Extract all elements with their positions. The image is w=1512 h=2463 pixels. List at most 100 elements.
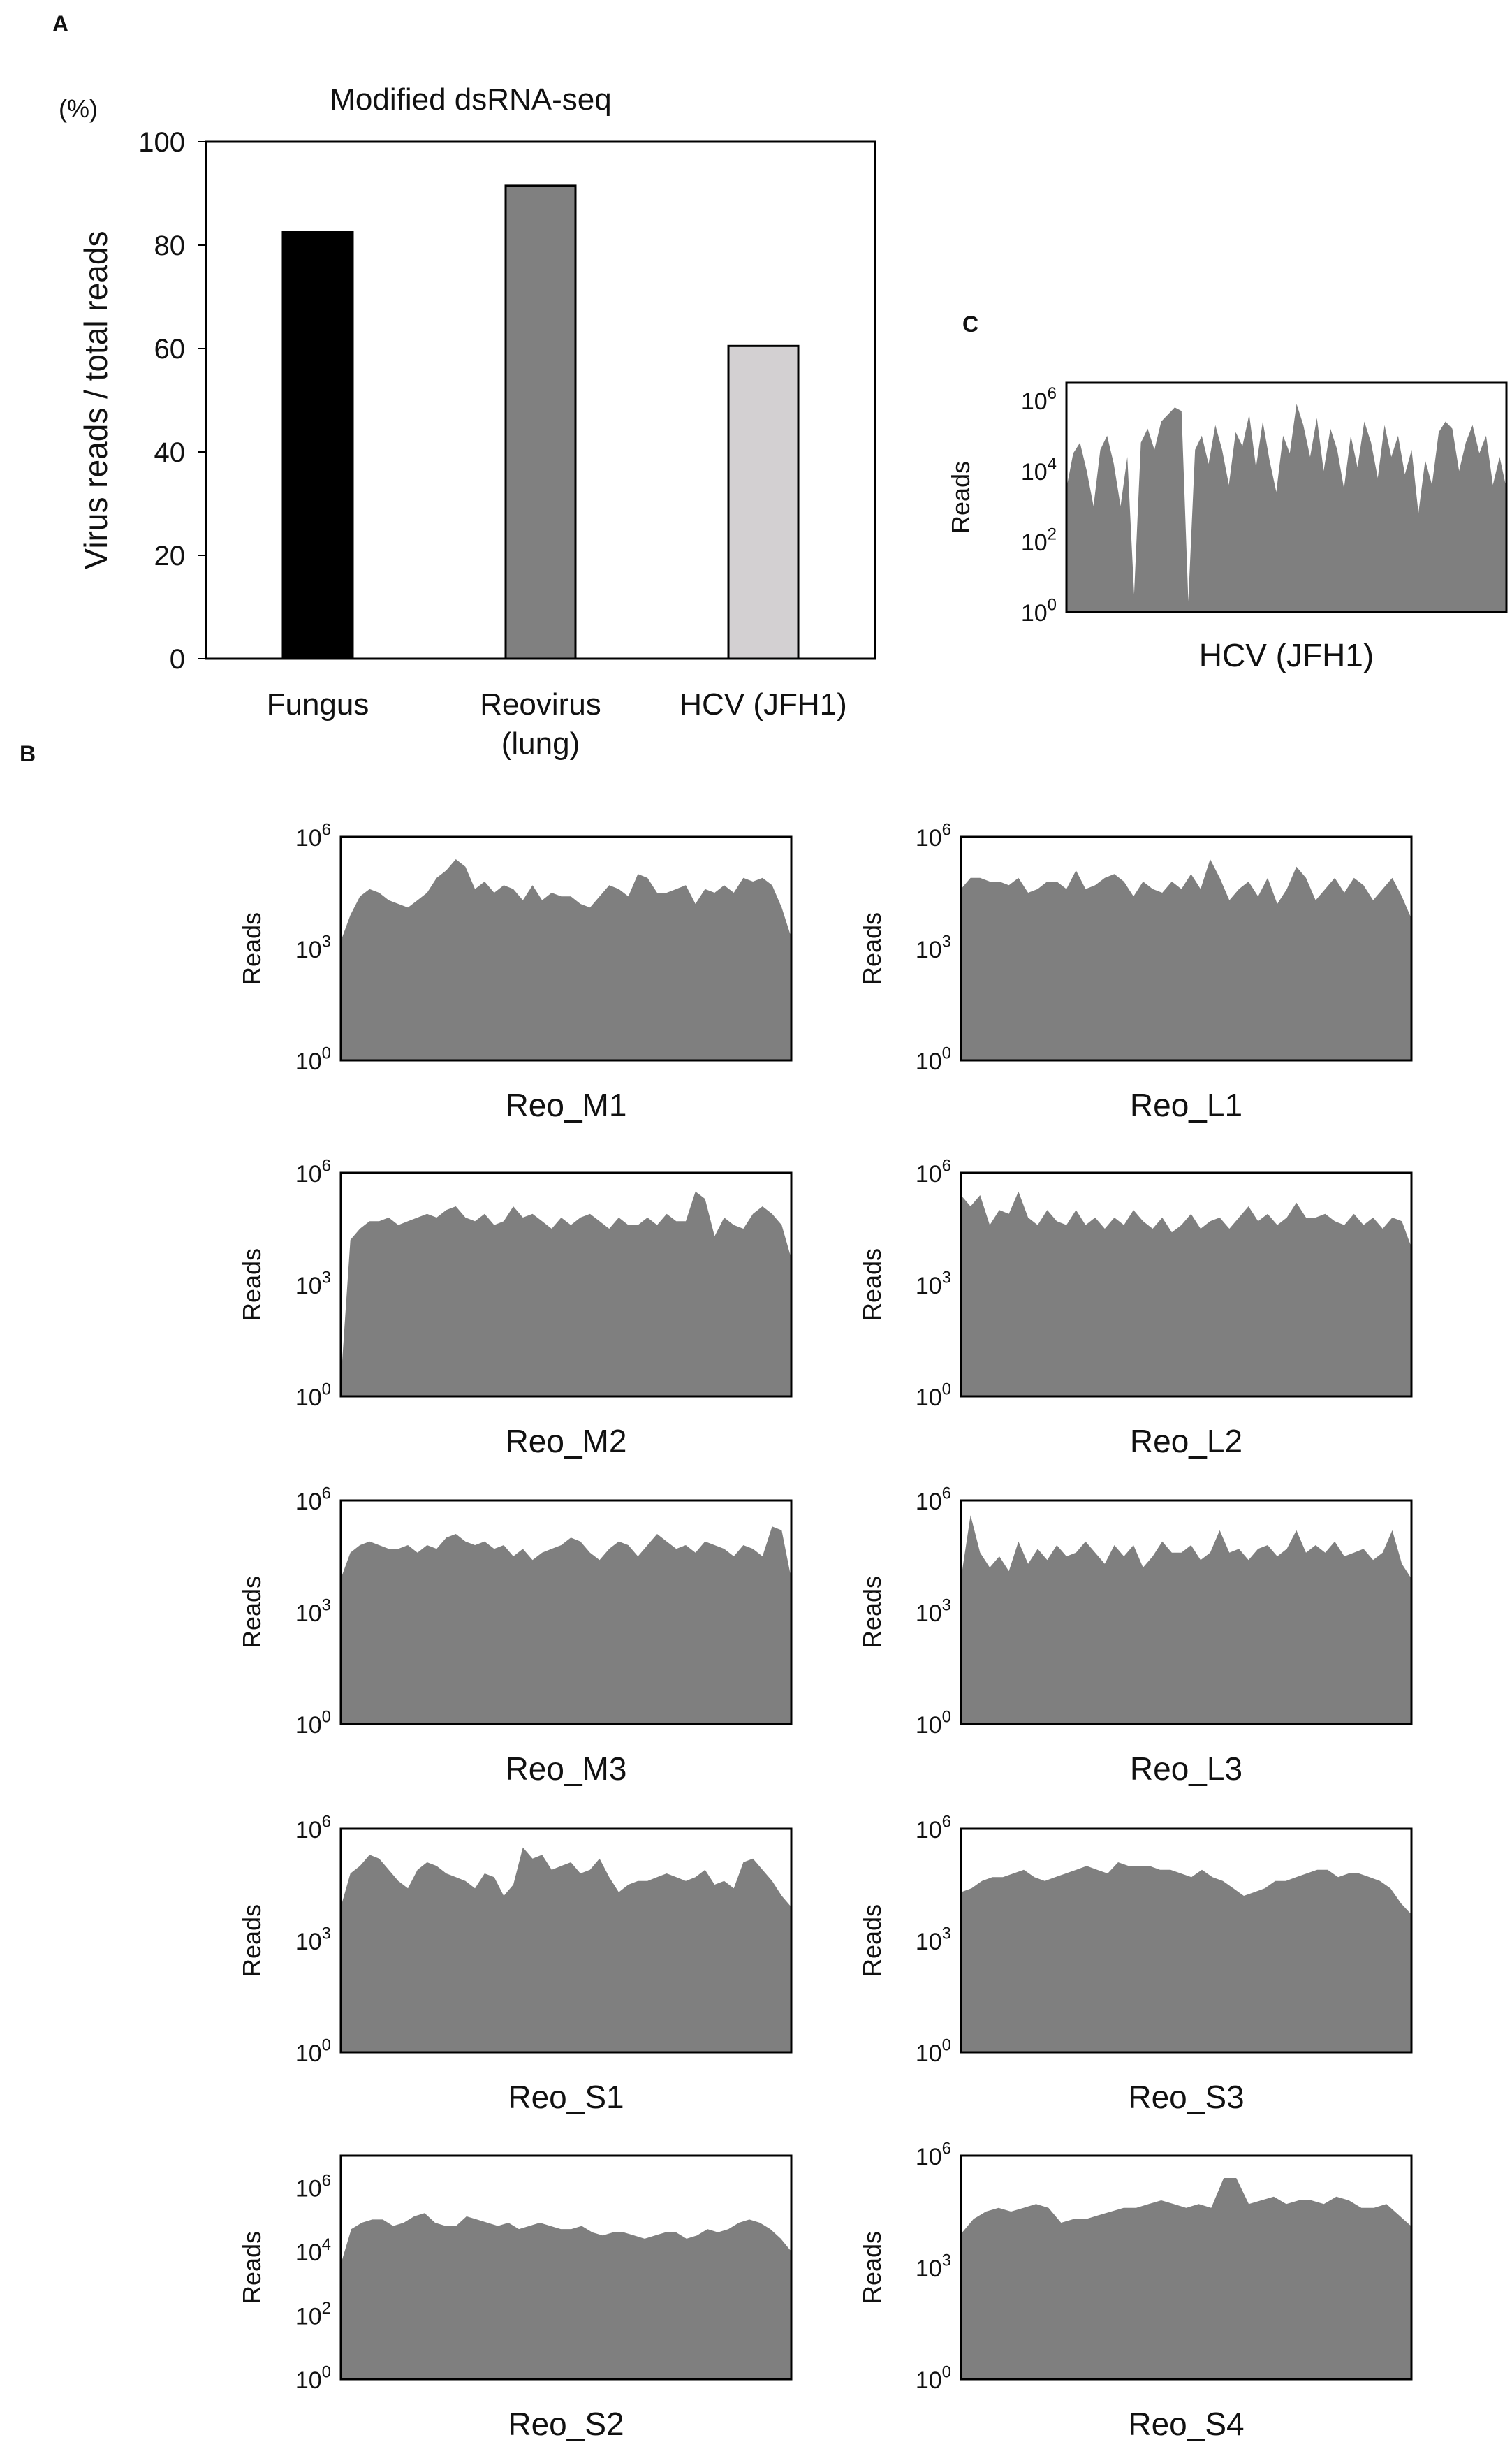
coverage-area (961, 859, 1411, 1060)
y-tick-label: 100 (916, 1708, 951, 1739)
y-tick-label: 104 (295, 2235, 331, 2266)
x-axis-label: Reo_S1 (508, 2079, 624, 2115)
y-tick-label: 100 (916, 1380, 951, 1411)
y-tick-label: 106 (916, 821, 951, 852)
y-tick-label: 103 (916, 1269, 951, 1299)
x-axis-label: Reo_L2 (1130, 1423, 1242, 1459)
bar-3 (727, 344, 800, 660)
plot-frame (339, 835, 793, 1062)
coverage-panel-reo-s2: 100 102 104 106 Reads Reo_S2 (237, 2154, 793, 2442)
y-tick-label: 106 (295, 821, 331, 852)
coverage-area (961, 1191, 1411, 1396)
y-tick-label: 102 (295, 2299, 331, 2330)
y-tick-label: 100 (295, 1380, 331, 1411)
coverage-area (341, 1847, 791, 2052)
y-tick-label: 103 (916, 1596, 951, 1627)
coverage-panel-reo-m1: 100 103 106 Reads Reo_M1 (237, 821, 793, 1123)
y-tick-label: 100 (295, 2363, 331, 2394)
y-tick-label: 100 (1021, 596, 1057, 627)
coverage-panel-reo-s4: 100 103 106 Reads Reo_S4 (858, 2140, 1413, 2442)
y-tick-label: 60 (154, 334, 186, 365)
coverage-area (961, 2178, 1411, 2379)
coverage-area (961, 1515, 1411, 1724)
y-tick-label: 40 (154, 437, 186, 468)
coverage-area (341, 1526, 791, 1724)
x-category-label: Fungus (267, 687, 369, 722)
y-axis-label: Reads (237, 912, 266, 985)
y-tick-label: 100 (916, 2363, 951, 2394)
y-axis-label: Reads (858, 1576, 886, 1649)
panel-label-c: C (962, 312, 978, 337)
y-axis-label: Reads (237, 1576, 266, 1649)
y-tick-label: 103 (295, 933, 331, 963)
y-tick-label: 106 (295, 1813, 331, 1843)
plot-frame (960, 1499, 1413, 1725)
coverage-panel-reo-s1: 100 103 106 Reads Reo_S1 (237, 1813, 793, 2115)
coverage-panel-reo-l1: 100 103 106 Reads Reo_L1 (858, 821, 1413, 1123)
y-tick-label: 106 (916, 1813, 951, 1843)
y-axis-label: Reads (237, 1248, 266, 1321)
x-axis-label: Reo_S3 (1128, 2079, 1244, 2115)
plot-frame (339, 1171, 793, 1398)
reovirus-coverage-panels: 100 103 106 Reads Reo_M1 100 103 106 Reads Reo_L1… (237, 821, 1413, 2442)
coverage-area (961, 1862, 1411, 2052)
plot-frame (960, 2154, 1413, 2381)
y-tick-label: 100 (295, 1044, 331, 1075)
y-axis-label: Reads (858, 1248, 886, 1321)
y-tick-label: 106 (916, 1157, 951, 1187)
y-tick-label: 106 (916, 1484, 951, 1515)
plot-frame (960, 1171, 1413, 1398)
y-tick-label: 103 (916, 2251, 951, 2282)
y-axis-label: Reads (237, 2231, 266, 2304)
y-tick-label: 80 (154, 231, 186, 261)
coverage-area (341, 859, 791, 1060)
plot-frame (960, 1827, 1413, 2054)
x-axis-label: Reo_M1 (506, 1087, 627, 1123)
y-tick-label: 104 (1021, 455, 1057, 485)
coverage-panel-reo-m3: 100 103 106 Reads Reo_M3 (237, 1484, 793, 1787)
y-tick-label: 100 (295, 2036, 331, 2067)
y-axis-label: Reads (946, 461, 975, 534)
y-tick-label: 100 (295, 1708, 331, 1739)
y-tick-label: 103 (916, 933, 951, 963)
x-category-label: Reovirus (lung) (480, 687, 601, 761)
coverage-area (1066, 404, 1506, 612)
x-axis-label: Reo_L3 (1130, 1751, 1242, 1787)
y-axis-label: Reads (858, 2231, 886, 2304)
x-axis-label: Reo_M3 (506, 1751, 627, 1787)
y-unit-label: (%) (59, 94, 98, 123)
y-tick-label: 100 (916, 2036, 951, 2067)
plot-frame (339, 1827, 793, 2054)
plot-frame (1065, 381, 1508, 613)
plot-frame (339, 1499, 793, 1725)
coverage-panel-reo-l3: 100 103 106 Reads Reo_L3 (858, 1484, 1413, 1787)
y-axis-label: Reads (858, 1904, 886, 1977)
plot-frame (960, 835, 1413, 1062)
panel-label-b: B (20, 741, 36, 766)
panel-label-a: A (52, 11, 68, 36)
y-tick-label: 102 (1021, 525, 1057, 556)
y-axis-label: Virus reads / total reads (78, 231, 114, 570)
x-axis-label: Reo_M2 (506, 1423, 627, 1459)
plot-frame (339, 2154, 793, 2381)
y-tick-label: 103 (916, 1924, 951, 1955)
chart-title: Modified dsRNA-seq (330, 82, 612, 117)
x-axis-label: Reo_L1 (1130, 1087, 1242, 1123)
x-axis-label: Reo_S2 (508, 2406, 624, 2442)
bar-2 (504, 184, 577, 660)
y-tick-label: 106 (295, 2171, 331, 2202)
y-tick-label: 100 (916, 1044, 951, 1075)
coverage-panel-reo-s3: 100 103 106 Reads Reo_S3 (858, 1813, 1413, 2115)
bar-1 (281, 231, 354, 660)
y-axis-label: Reads (858, 912, 886, 985)
y-tick-label: 103 (295, 1269, 331, 1299)
x-axis-label: HCV (JFH1) (1199, 637, 1374, 673)
coverage-panel-reo-m2: 100 103 106 Reads Reo_M2 (237, 1157, 793, 1459)
y-tick-label: 103 (295, 1924, 331, 1955)
bar-chart-panel: Modified dsRNA-seq (%) 0 20 40 60 80 100 Virus r… (59, 82, 876, 761)
y-tick-label: 100 (138, 127, 185, 158)
coverage-panel-reo-l2: 100 103 106 Reads Reo_L2 (858, 1157, 1413, 1459)
y-tick-label: 20 (154, 541, 186, 571)
coverage-area (341, 1191, 791, 1396)
